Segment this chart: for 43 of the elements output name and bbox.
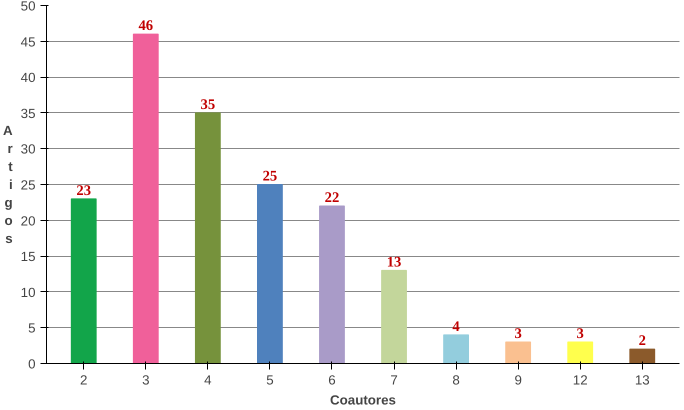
- data-label: 22: [324, 190, 340, 206]
- bar: [319, 205, 345, 364]
- y-tick-label: 5: [28, 320, 36, 336]
- x-tick-label: 9: [514, 372, 522, 388]
- y-tick-label: 20: [20, 213, 36, 228]
- y-tick-label: 10: [20, 284, 36, 300]
- x-axis-title: Coautores: [330, 392, 396, 408]
- bar: [567, 342, 594, 364]
- bar: [629, 348, 656, 364]
- x-tick-label: 2: [80, 372, 88, 388]
- x-tick-label: 13: [634, 372, 650, 388]
- bar: [443, 334, 469, 364]
- y-tick-label: 25: [20, 178, 36, 192]
- x-tick-label: 7: [390, 372, 398, 388]
- x-tick-label: 3: [142, 372, 150, 388]
- y-tick-label: 15: [20, 249, 36, 264]
- y-tick-label: 35: [20, 106, 36, 121]
- x-tick-label: 6: [328, 372, 336, 388]
- bar: [381, 270, 407, 364]
- x-tick-label: 8: [452, 372, 460, 388]
- x-tick-label: 4: [204, 372, 212, 388]
- bar: [132, 34, 159, 364]
- y-tick-label: 45: [20, 34, 36, 50]
- data-label: 23: [76, 182, 92, 199]
- data-label: 25: [262, 168, 278, 184]
- bar: [257, 184, 283, 364]
- data-label: 4: [452, 318, 460, 335]
- data-label: 35: [200, 96, 216, 113]
- data-label: 13: [386, 254, 402, 270]
- bar: [194, 112, 221, 364]
- data-label: 46: [138, 18, 154, 34]
- y-tick-label: 40: [20, 70, 36, 86]
- data-label: 2: [638, 333, 646, 350]
- bar: [505, 342, 532, 364]
- data-label: 3: [576, 326, 584, 342]
- y-tick-label: 50: [20, 0, 36, 14]
- x-tick-label: 5: [266, 372, 274, 388]
- y-tick-label: 30: [20, 142, 36, 157]
- bar: [70, 198, 97, 364]
- y-tick-label: 0: [28, 356, 36, 372]
- x-tick-label: 12: [572, 372, 588, 388]
- data-label: 3: [514, 326, 522, 342]
- y-axis-title: Artigos: [3, 123, 14, 246]
